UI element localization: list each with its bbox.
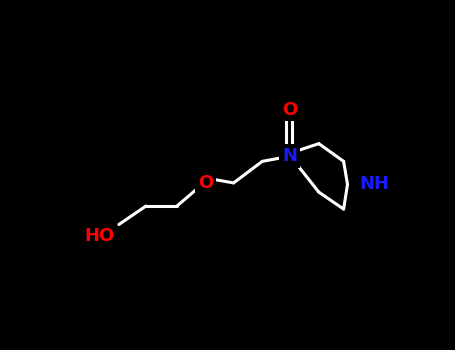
Text: O: O [282, 101, 297, 119]
Text: O: O [198, 174, 213, 192]
Text: NH: NH [359, 175, 389, 194]
Text: HO: HO [84, 227, 115, 245]
Text: N: N [282, 147, 297, 165]
